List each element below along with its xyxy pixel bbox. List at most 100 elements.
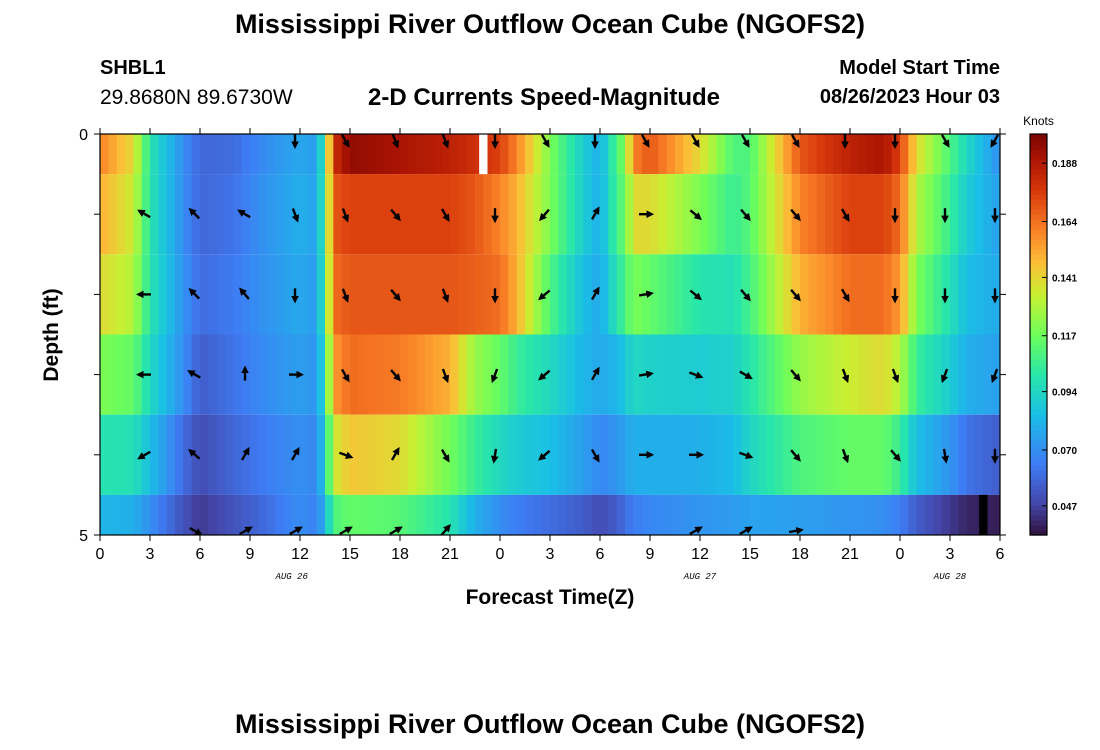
heatmap-cell	[250, 134, 259, 175]
heatmap-cell	[766, 254, 776, 335]
heatmap-cell	[175, 174, 184, 255]
heatmap-cell	[133, 174, 143, 255]
heatmap-cell	[350, 134, 359, 175]
heatmap-cell	[233, 334, 243, 415]
heatmap-cell	[108, 174, 118, 255]
heatmap-cell	[283, 134, 293, 175]
heatmap-cell	[100, 174, 109, 255]
heatmap-cell	[366, 494, 376, 535]
heatmap-cell	[541, 494, 551, 535]
colorbar-segment	[1030, 259, 1047, 265]
heatmap-cell	[583, 414, 593, 495]
heatmap-cell	[250, 494, 259, 535]
colorbar-segment	[1030, 499, 1047, 506]
heatmap-cell	[858, 254, 868, 335]
heatmap-cell	[708, 334, 718, 415]
heatmap-cell	[425, 134, 434, 175]
colorbar-segment	[1030, 274, 1047, 280]
x-tick-label: 21	[441, 546, 459, 563]
y-axis-label: Depth (ft)	[40, 288, 63, 381]
heatmap-cell	[175, 254, 184, 335]
colorbar-segment	[1030, 309, 1047, 316]
colorbar-segment	[1030, 174, 1047, 180]
current-vector-arrow	[689, 526, 703, 535]
colorbar-segment	[1030, 384, 1047, 391]
x-tick-label: 0	[96, 546, 105, 563]
x-tick-label: 12	[291, 546, 309, 563]
heatmap-cell	[325, 254, 334, 335]
heatmap-cell	[458, 494, 468, 535]
heatmap-cell	[233, 414, 243, 495]
heatmap-cell	[683, 414, 693, 495]
heatmap-cell	[500, 334, 509, 415]
colorbar-segment	[1030, 509, 1047, 516]
heatmap-cell	[275, 334, 284, 415]
heatmap-cell	[125, 174, 134, 255]
x-tick-label: 3	[546, 546, 555, 563]
heatmap-cell	[816, 414, 826, 495]
heatmap-cell	[825, 254, 834, 335]
heatmap-cell	[258, 254, 268, 335]
heatmap-cell	[583, 334, 593, 415]
current-vector-arrow	[289, 526, 303, 535]
heatmap-cell	[675, 334, 684, 415]
heatmap-cell	[225, 174, 234, 255]
heatmap-cell	[883, 254, 893, 335]
heatmap-cell	[175, 134, 184, 175]
heatmap-cell	[850, 414, 859, 495]
heatmap-cell	[166, 134, 176, 175]
heatmap-cell	[183, 134, 193, 175]
heatmap-cell	[350, 414, 359, 495]
heatmap-cell	[475, 254, 484, 335]
heatmap-cell	[700, 414, 709, 495]
heatmap-cell	[200, 134, 209, 175]
heatmap-cell	[166, 334, 176, 415]
heatmap-cell	[200, 494, 209, 535]
heatmap-cell	[483, 134, 493, 175]
x-tick-label: 3	[946, 546, 955, 563]
heatmap-cell	[975, 254, 984, 335]
current-vector-arrow	[990, 134, 1000, 148]
heatmap-cell	[925, 134, 934, 175]
heatmap-cell	[575, 494, 584, 535]
heatmap-cell	[125, 334, 134, 415]
heatmap-cell	[675, 134, 684, 175]
heatmap-cell	[366, 174, 376, 255]
colorbar-segment	[1030, 434, 1047, 441]
heatmap-cell	[925, 334, 934, 415]
heatmap-cell	[125, 254, 134, 335]
heatmap-cell	[725, 254, 734, 335]
heatmap-cell	[525, 134, 534, 175]
colorbar-segment	[1030, 149, 1047, 155]
heatmap-cell	[741, 134, 751, 175]
heatmap-cell	[633, 254, 643, 335]
current-vector-arrow	[940, 368, 949, 384]
heatmap-cell	[233, 254, 243, 335]
heatmap-cell	[566, 174, 576, 255]
heatmap-cell	[958, 134, 968, 175]
colorbar-segment	[1030, 414, 1047, 421]
heatmap-cell	[758, 174, 768, 255]
colorbar-segment	[1030, 294, 1047, 301]
colorbar-segment	[1030, 524, 1047, 531]
heatmap-cell	[733, 494, 743, 535]
heatmap-cell	[208, 334, 218, 415]
heatmap-cell	[825, 174, 834, 255]
heatmap-cell	[850, 334, 859, 415]
heatmap-cell	[450, 414, 459, 495]
heatmap-cell	[516, 174, 526, 255]
heatmap-cell	[516, 134, 526, 175]
heatmap-cell	[408, 174, 418, 255]
current-vector-arrow	[941, 448, 950, 464]
heatmap-cell	[983, 334, 993, 415]
heatmap-cell	[800, 414, 809, 495]
heatmap-cell	[766, 134, 776, 175]
heatmap-cell	[183, 254, 193, 335]
heatmap-cell	[258, 174, 268, 255]
heatmap-cell	[550, 414, 559, 495]
heatmap-cell	[725, 494, 734, 535]
heatmap-cell	[625, 174, 634, 255]
heatmap-cell	[816, 334, 826, 415]
x-tick-label: 21	[841, 546, 859, 563]
heatmap-cell	[191, 134, 201, 175]
